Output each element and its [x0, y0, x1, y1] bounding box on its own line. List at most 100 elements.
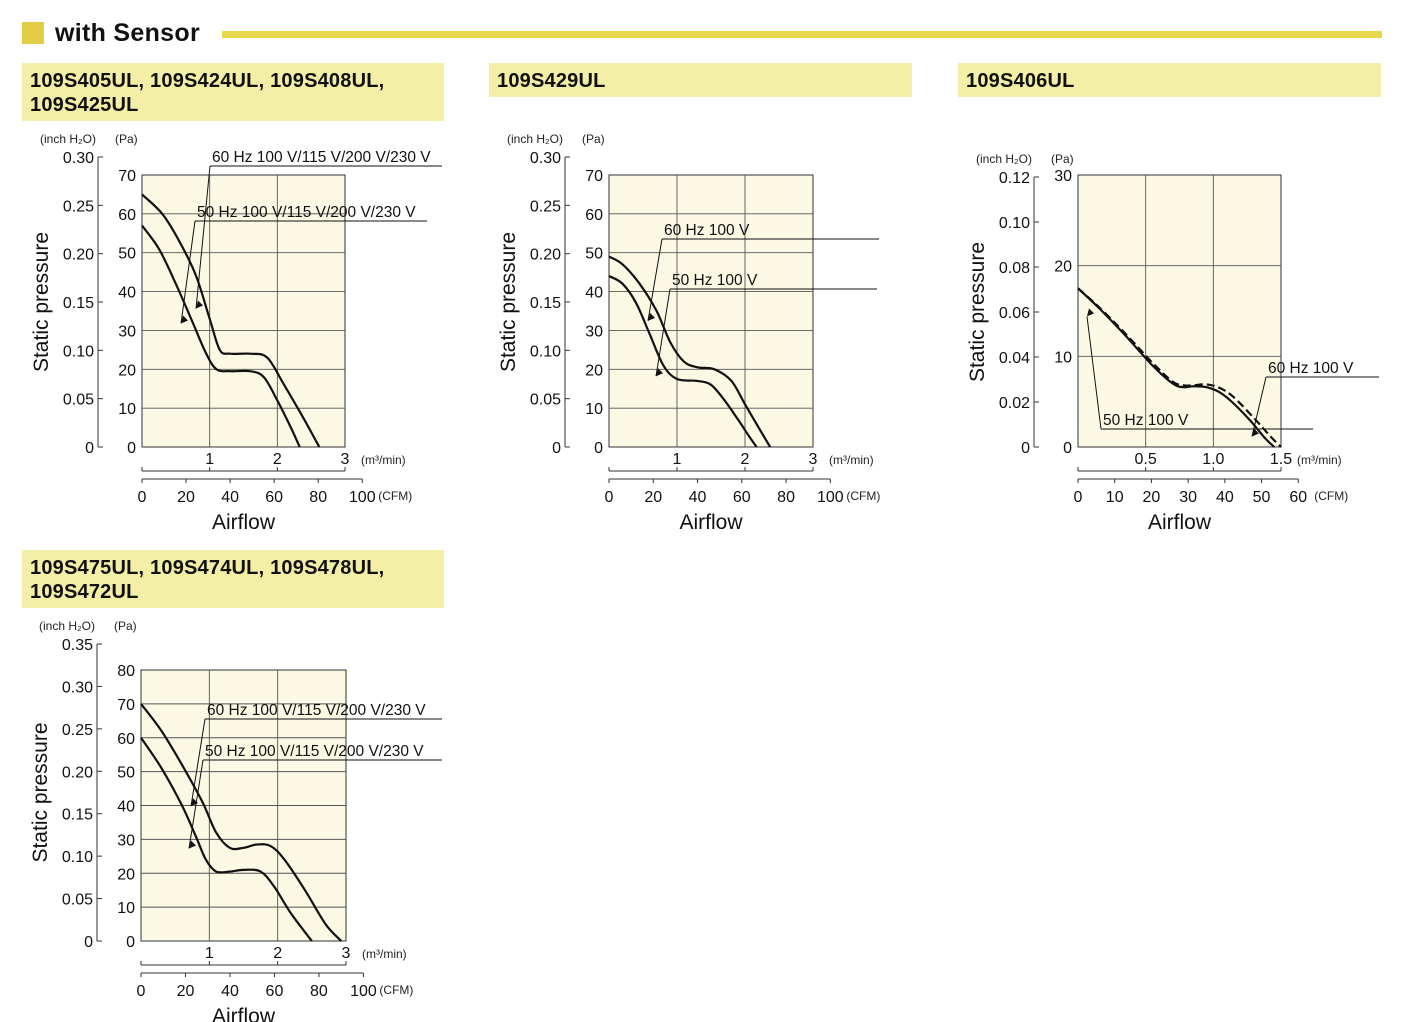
- pa-tick-label: 70: [118, 168, 136, 185]
- inch-unit-label: (inch H₂O): [39, 619, 95, 633]
- m3-tick-label: 1: [205, 945, 214, 962]
- series-label-leader: [195, 165, 211, 309]
- m3-unit-label: (m³/min): [829, 453, 874, 467]
- x-axis-label: Airflow: [212, 1005, 276, 1022]
- cfm-tick-label: 80: [309, 489, 327, 506]
- chart-panel-109s406ul: 109S406UL 0 0.02 0.04 0.06 0.08 0.10 0.12 0 10 20…: [958, 63, 1381, 535]
- pa-unit-label: (Pa): [1051, 152, 1074, 166]
- inch-tick-label: 0.05: [63, 392, 94, 409]
- series-label-arrowhead: [656, 368, 663, 377]
- plot-area: [141, 174, 346, 448]
- cfm-tick-label: 50: [1253, 489, 1271, 506]
- pa-tick-label: 30: [585, 323, 603, 340]
- m3-unit-label: (m³/min): [1297, 453, 1342, 467]
- y-axis-label: Static pressure: [30, 232, 53, 372]
- inch-tick-label: 0.10: [63, 343, 94, 360]
- cfm-unit-label: (CFM): [1314, 489, 1348, 503]
- chart-panel-109s429ul: 109S429UL 0 0.05 0.10 0.15 0.20 0.25 0.30 0 10 20…: [489, 63, 912, 535]
- pa-unit-label: (Pa): [582, 132, 605, 146]
- pa-unit-label: (Pa): [114, 619, 137, 633]
- m3-tick-label: 1: [205, 451, 214, 468]
- pa-tick-label: 40: [117, 799, 135, 816]
- m3-tick-label: 3: [341, 451, 350, 468]
- pa-tick-label: 10: [117, 900, 135, 917]
- series-line: [141, 224, 301, 448]
- y-axis-label: Static pressure: [966, 242, 989, 382]
- pa-tick-label: 0: [126, 934, 135, 951]
- inch-tick-label: 0.25: [530, 198, 561, 215]
- pq-chart: 0 0.02 0.04 0.06 0.08 0.10 0.12 0 10 20 30 (inch H₂…: [966, 152, 1379, 534]
- pa-tick-label: 0: [594, 440, 603, 457]
- inch-tick-label: 0.20: [530, 247, 561, 264]
- pa-tick-label: 70: [585, 168, 603, 185]
- pa-tick-label: 20: [117, 866, 135, 883]
- series-label: 60 Hz 100 V/115 V/200 V/230 V: [207, 702, 426, 719]
- pa-tick-label: 80: [117, 663, 135, 680]
- pa-tick-label: 50: [585, 246, 603, 263]
- m3-tick-label: 1: [673, 451, 682, 468]
- inch-tick-label: 0.12: [999, 170, 1030, 187]
- panel-header: 109S429UL: [489, 63, 912, 97]
- panel-title: 109S405UL, 109S424UL, 109S408UL, 109S425…: [30, 70, 385, 116]
- cfm-tick-label: 60: [265, 489, 283, 506]
- pq-chart: 00.050.100.150.200.250.30010203040506070…: [30, 132, 442, 534]
- cfm-tick-label: 20: [644, 489, 662, 506]
- pa-tick-label: 70: [117, 697, 135, 714]
- inch-tick-label: 0.10: [999, 215, 1030, 232]
- cfm-tick-label: 40: [221, 489, 239, 506]
- pa-tick-label: 20: [1054, 259, 1072, 276]
- section-rule: [222, 31, 1382, 38]
- m3-unit-label: (m³/min): [362, 947, 407, 961]
- inch-tick-label: 0.20: [63, 247, 94, 264]
- pa-tick-label: 60: [118, 207, 136, 224]
- pa-tick-label: 0: [1063, 440, 1072, 457]
- cfm-unit-label: (CFM): [378, 489, 412, 503]
- series-label-arrowhead: [181, 315, 188, 324]
- pa-tick-label: 60: [117, 731, 135, 748]
- cfm-tick-label: 20: [177, 983, 195, 1000]
- m3-tick-label: 1.0: [1202, 451, 1224, 468]
- cfm-unit-label: (CFM): [379, 983, 413, 997]
- pa-tick-label: 50: [118, 246, 136, 263]
- cfm-tick-label: 0: [1074, 489, 1083, 506]
- inch-tick-label: 0.25: [62, 722, 93, 739]
- series-label-leader: [647, 238, 663, 321]
- cfm-tick-label: 60: [1289, 489, 1307, 506]
- m3-tick-label: 2: [273, 945, 282, 962]
- inch-tick-label: 0.35: [62, 637, 93, 654]
- cfm-tick-label: 80: [777, 489, 795, 506]
- series-label-leader: [1251, 376, 1267, 437]
- panel-title: 109S429UL: [497, 70, 606, 92]
- y-axis-label: Static pressure: [497, 232, 520, 372]
- m3-tick-label: 1.5: [1270, 451, 1292, 468]
- series-label: 50 Hz 100 V: [1103, 412, 1189, 429]
- pa-unit-label: (Pa): [115, 132, 138, 146]
- panel-title: 109S475UL, 109S474UL, 109S478UL, 109S472…: [30, 557, 385, 603]
- series-label-arrowhead: [1252, 428, 1259, 437]
- inch-tick-label: 0.15: [63, 295, 94, 312]
- cfm-unit-label: (CFM): [846, 489, 880, 503]
- series-label: 60 Hz 100 V/115 V/200 V/230 V: [212, 149, 431, 166]
- series-label-leader: [180, 220, 196, 324]
- inch-tick-label: 0.20: [62, 764, 93, 781]
- inch-tick-label: 0: [85, 440, 94, 457]
- cfm-tick-label: 0: [137, 983, 146, 1000]
- cfm-tick-label: 40: [221, 983, 239, 1000]
- panel-title: 109S406UL: [966, 70, 1075, 92]
- series-line: [1077, 287, 1275, 448]
- y-axis-label: Static pressure: [29, 722, 52, 862]
- series-label: 60 Hz 100 V: [664, 222, 750, 239]
- series-line: [608, 255, 772, 448]
- cfm-tick-label: 10: [1106, 489, 1124, 506]
- inch-tick-label: 0.25: [63, 198, 94, 215]
- x-axis-label: Airflow: [679, 511, 743, 534]
- inch-tick-label: 0: [84, 934, 93, 951]
- inch-tick-label: 0.30: [63, 150, 94, 167]
- x-axis-label: Airflow: [1148, 511, 1212, 534]
- series-label-arrowhead: [191, 798, 198, 807]
- pa-tick-label: 30: [1054, 168, 1072, 185]
- series-label-leader: [188, 759, 204, 849]
- section-title: with Sensor: [55, 19, 200, 47]
- cfm-tick-label: 100: [350, 983, 377, 1000]
- cfm-tick-label: 30: [1179, 489, 1197, 506]
